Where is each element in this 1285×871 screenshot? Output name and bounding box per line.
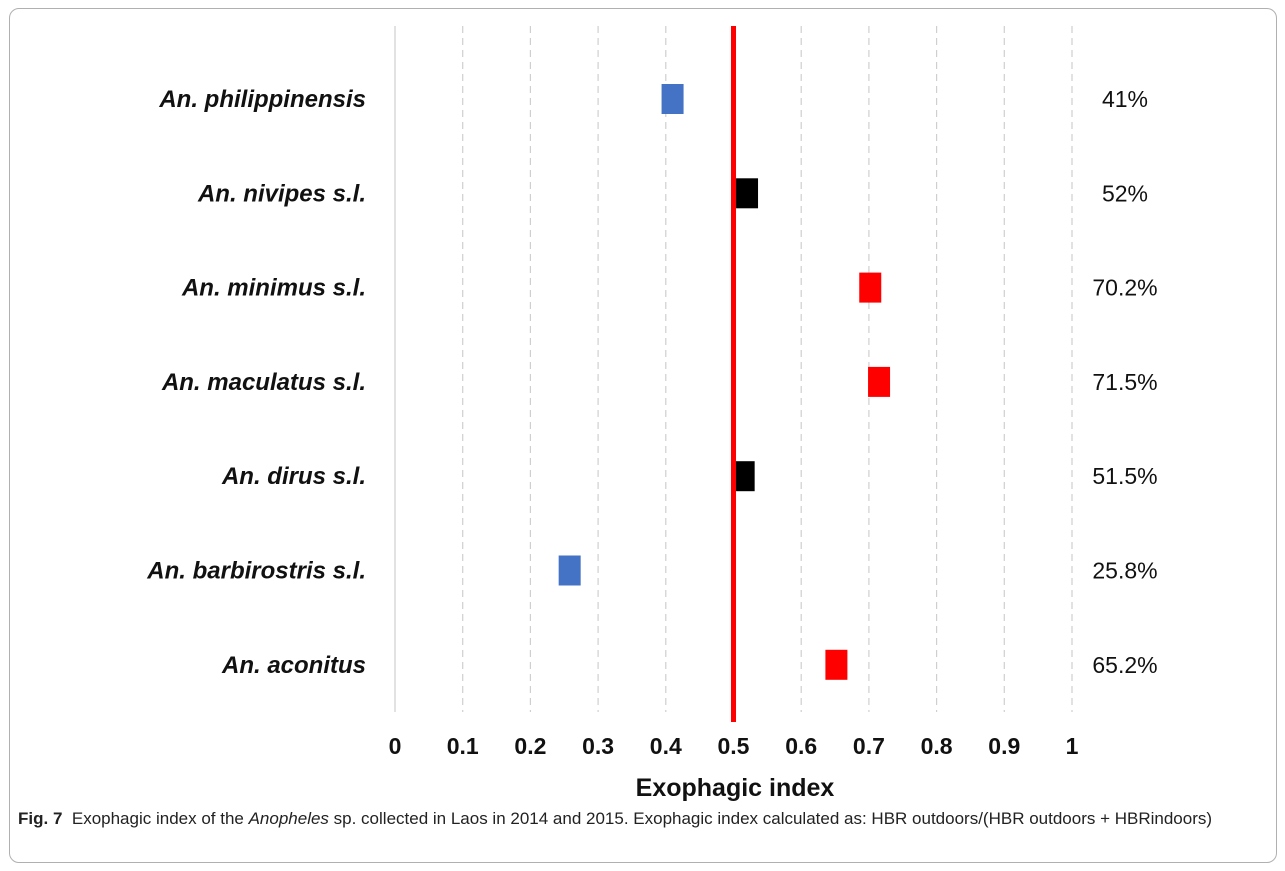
x-tick-label: 0.8 bbox=[921, 733, 953, 759]
caption-text-2: sp. collected in Laos in 2014 and 2015. … bbox=[328, 809, 1213, 828]
data-mark bbox=[732, 461, 755, 492]
percent-label: 52% bbox=[1102, 180, 1148, 206]
x-tick-labels: 0 0.1 0.2 0.3 0.4 0.5 0.6 0.7 0.8 0.9 1 bbox=[389, 733, 1079, 759]
exophagic-index-chart: An. philippinensis An. nivipes s.l. An. mi… bbox=[146, 26, 1158, 802]
percent-label: 70.2% bbox=[1092, 275, 1157, 301]
x-tick-label: 0.6 bbox=[785, 733, 817, 759]
data-mark bbox=[558, 555, 581, 586]
data-mark bbox=[859, 272, 882, 303]
data-marks bbox=[558, 84, 891, 680]
figure-frame bbox=[9, 8, 1277, 863]
x-tick-label: 0.1 bbox=[447, 733, 479, 759]
data-mark bbox=[868, 366, 891, 397]
x-tick-label: 0.2 bbox=[514, 733, 546, 759]
percent-labels: 41% 52% 70.2% 71.5% 51.5% 25.8% 65.2% bbox=[1092, 86, 1157, 678]
x-tick-label: 0.3 bbox=[582, 733, 614, 759]
species-label: An. maculatus s.l. bbox=[161, 369, 366, 396]
species-label: An. dirus s.l. bbox=[221, 463, 366, 490]
caption-text-1: Exophagic index of the bbox=[71, 809, 249, 828]
x-tick-label: 0 bbox=[389, 733, 402, 759]
data-mark bbox=[825, 649, 848, 680]
x-tick-label: 0.5 bbox=[718, 733, 750, 759]
x-tick-label: 0.9 bbox=[988, 733, 1020, 759]
species-label: An. nivipes s.l. bbox=[197, 180, 366, 207]
percent-label: 25.8% bbox=[1092, 558, 1157, 584]
species-label: An. barbirostris s.l. bbox=[146, 558, 366, 585]
caption-genus: Anopheles bbox=[248, 809, 329, 828]
species-label: An. minimus s.l. bbox=[181, 275, 366, 302]
percent-label: 71.5% bbox=[1092, 369, 1157, 395]
data-mark bbox=[736, 178, 759, 209]
species-label: An. aconitus bbox=[221, 652, 366, 679]
percent-label: 51.5% bbox=[1092, 463, 1157, 489]
figure-caption: Fig. 7 Exophagic index of the Anopheles … bbox=[18, 808, 1258, 830]
x-tick-label: 0.4 bbox=[650, 733, 682, 759]
category-labels: An. philippinensis An. nivipes s.l. An. mi… bbox=[146, 86, 366, 679]
data-mark bbox=[661, 84, 684, 114]
x-tick-label: 1 bbox=[1066, 733, 1079, 759]
percent-label: 41% bbox=[1102, 86, 1148, 112]
percent-label: 65.2% bbox=[1092, 652, 1157, 678]
x-axis-label: Exophagic index bbox=[636, 774, 835, 802]
species-label: An. philippinensis bbox=[158, 86, 366, 113]
caption-fig-label: Fig. 7 bbox=[18, 809, 63, 828]
x-tick-label: 0.7 bbox=[853, 733, 885, 759]
